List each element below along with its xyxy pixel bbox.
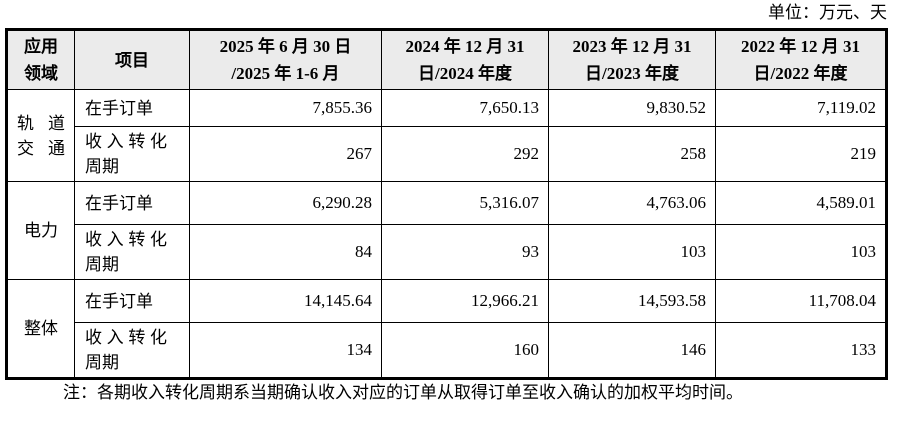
- table-row: 收入转化周期 134 160 146 133: [7, 322, 887, 379]
- header-line: 2023 年 12 月 31: [572, 37, 692, 56]
- header-period-2025: 2025 年 6 月 30 日 /2025 年 1-6 月: [189, 29, 382, 90]
- value-cell: 84: [189, 224, 382, 280]
- value-cell: 267: [189, 126, 382, 182]
- item-cell: 收入转化周期: [74, 322, 190, 379]
- item-cell: 在手订单: [74, 181, 190, 225]
- table-row: 收入转化周期 267 292 258 219: [7, 126, 887, 182]
- item-cell: 在手订单: [74, 89, 190, 127]
- header-row: 应用 领域 项目 2025 年 6 月 30 日 /2025 年 1-6 月 2…: [6, 29, 887, 90]
- header-period-2022: 2022 年 12 月 31 日/2022 年度: [715, 29, 887, 90]
- value-cell: 103: [548, 224, 716, 280]
- header-line: 2024 年 12 月 31: [405, 37, 525, 56]
- item-cell: 在手订单: [74, 279, 190, 323]
- header-period-2024: 2024 年 12 月 31 日/2024 年度: [381, 29, 549, 90]
- value-cell: 12,966.21: [381, 279, 549, 323]
- value-cell: 7,855.36: [189, 89, 382, 127]
- header-line: 领域: [24, 64, 58, 83]
- value-cell: 11,708.04: [715, 279, 887, 323]
- order-backlog-table: 应用 领域 项目 2025 年 6 月 30 日 /2025 年 1-6 月 2…: [5, 28, 888, 380]
- header-line: 日/2024 年度: [418, 64, 512, 83]
- item-cell: 收入转化周期: [74, 224, 190, 280]
- value-cell: 103: [715, 224, 887, 280]
- header-line: 应用: [24, 37, 58, 56]
- header-line: 2025 年 6 月 30 日: [219, 37, 352, 56]
- value-cell: 4,589.01: [715, 181, 887, 225]
- value-cell: 292: [381, 126, 549, 182]
- area-cell-overall: 整体: [6, 279, 75, 379]
- value-cell: 258: [548, 126, 716, 182]
- header-period-2023: 2023 年 12 月 31 日/2023 年度: [548, 29, 716, 90]
- value-cell: 219: [715, 126, 887, 182]
- value-cell: 14,145.64: [189, 279, 382, 323]
- header-line: 日/2022 年度: [753, 64, 848, 83]
- table-row: 电力 在手订单 6,290.28 5,316.07 4,763.06 4,589…: [6, 181, 887, 280]
- table-row: 收入转化周期 84 93 103 103: [7, 224, 887, 280]
- value-cell: 133: [715, 322, 887, 379]
- value-cell: 4,763.06: [548, 181, 716, 225]
- area-cell-power: 电力: [6, 181, 75, 280]
- value-cell: 134: [189, 322, 382, 379]
- value-cell: 5,316.07: [381, 181, 549, 225]
- value-cell: 6,290.28: [189, 181, 382, 225]
- header-line: /2025 年 1-6 月: [231, 64, 340, 83]
- header-item: 项目: [74, 29, 190, 90]
- header-line: 项目: [115, 50, 149, 70]
- area-cell-rail-transit: 轨道交通: [6, 89, 75, 182]
- value-cell: 9,830.52: [548, 89, 716, 127]
- value-cell: 7,650.13: [381, 89, 549, 127]
- value-cell: 14,593.58: [548, 279, 716, 323]
- header-application-area: 应用 领域: [6, 29, 75, 90]
- footnote: 注：各期收入转化周期系当期确认收入对应的订单从取得订单至收入确认的加权平均时间。: [63, 383, 743, 402]
- value-cell: 146: [548, 322, 716, 379]
- value-cell: 7,119.02: [715, 89, 887, 127]
- header-line: 2022 年 12 月 31: [741, 37, 860, 56]
- unit-label: 单位：万元、天: [768, 3, 887, 22]
- header-line: 日/2023 年度: [585, 64, 679, 83]
- table-row: 轨道交通 在手订单 7,855.36 7,650.13 9,830.52 7,1…: [6, 89, 887, 182]
- value-cell: 93: [381, 224, 549, 280]
- item-cell: 收入转化周期: [74, 126, 190, 182]
- value-cell: 160: [381, 322, 549, 379]
- table-row: 整体 在手订单 14,145.64 12,966.21 14,593.58 11…: [6, 279, 887, 379]
